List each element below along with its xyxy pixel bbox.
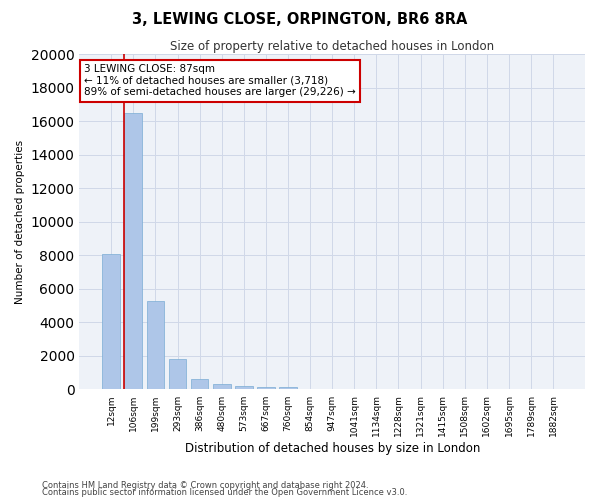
Bar <box>146 300 164 390</box>
Bar <box>191 378 208 390</box>
Bar <box>257 387 275 390</box>
Text: Contains HM Land Registry data © Crown copyright and database right 2024.: Contains HM Land Registry data © Crown c… <box>42 480 368 490</box>
Bar <box>169 360 187 390</box>
Bar <box>213 384 230 390</box>
Bar <box>103 254 120 390</box>
Bar <box>301 388 319 390</box>
Text: 3, LEWING CLOSE, ORPINGTON, BR6 8RA: 3, LEWING CLOSE, ORPINGTON, BR6 8RA <box>133 12 467 28</box>
Y-axis label: Number of detached properties: Number of detached properties <box>15 140 25 304</box>
Bar <box>279 388 297 390</box>
Bar <box>124 113 142 390</box>
Text: Contains public sector information licensed under the Open Government Licence v3: Contains public sector information licen… <box>42 488 407 497</box>
X-axis label: Distribution of detached houses by size in London: Distribution of detached houses by size … <box>185 442 480 455</box>
Bar <box>235 386 253 390</box>
Title: Size of property relative to detached houses in London: Size of property relative to detached ho… <box>170 40 494 53</box>
Text: 3 LEWING CLOSE: 87sqm
← 11% of detached houses are smaller (3,718)
89% of semi-d: 3 LEWING CLOSE: 87sqm ← 11% of detached … <box>85 64 356 98</box>
